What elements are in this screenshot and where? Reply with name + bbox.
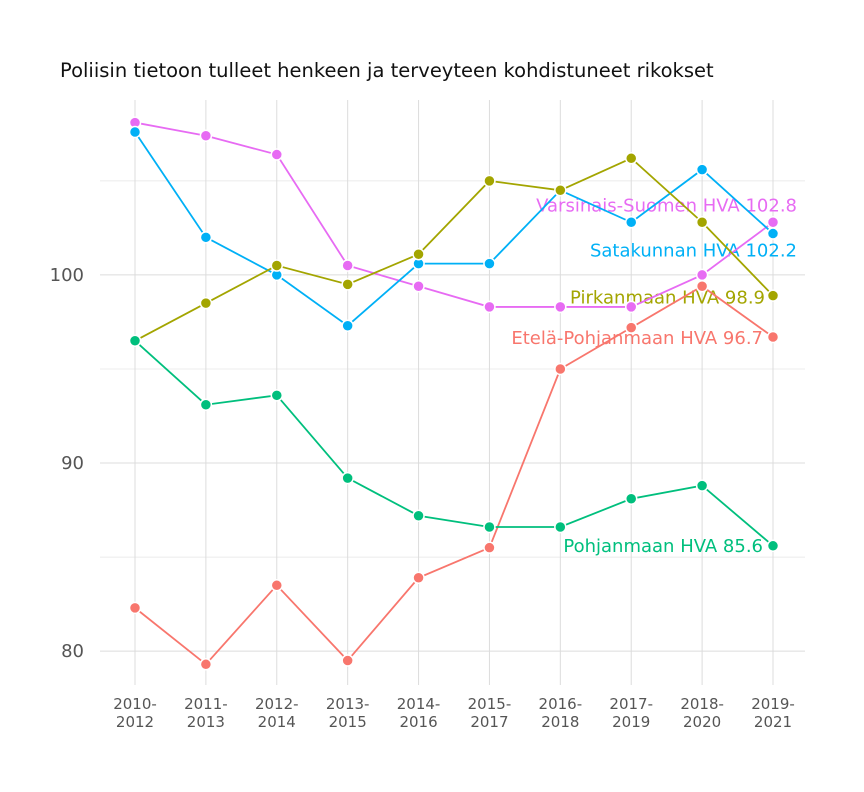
data-point [766,539,780,553]
x-tick-label: 2021 [754,713,792,731]
x-tick-label: 2013 [187,713,225,731]
x-tick-label: 2018 [541,713,579,731]
data-point [412,247,425,261]
data-point [766,216,780,229]
data-point [199,231,213,244]
end-label: Varsinais-Suomen HVA 102.8 [536,195,797,216]
data-point [554,520,567,534]
series-pohjanmaan-hva [128,334,780,553]
data-point [554,300,567,314]
data-point [624,152,638,165]
data-point [766,330,780,344]
y-axis: 80 90 100 [50,265,84,662]
data-point [270,579,284,592]
y-tick-label: 80 [61,641,84,662]
series-line [134,340,774,547]
series-etel-pohjanmaan-hva [128,279,780,671]
x-tick-label: 2016 [399,713,437,731]
data-point [624,321,638,334]
x-tick-label: 2019 [612,713,650,731]
chart-title: Poliisin tietoon tulleet henkeen ja terv… [60,59,714,82]
x-axis: 2010-2012 2011-2013 2012-2014 2013-2015 2014… [113,695,795,731]
data-point [341,319,354,332]
data-point [199,398,213,411]
x-tick-label: 2014 [258,713,296,731]
data-point [128,125,142,139]
data-point [341,278,354,291]
data-point [270,259,284,272]
data-point [412,571,425,585]
series-varsinais-suomen-hva [128,116,780,314]
series-line [134,121,774,308]
data-point [624,492,638,506]
x-tick-label: 2012 [116,713,154,731]
data-point [199,296,213,310]
series-line [134,157,774,342]
y-tick-label: 90 [61,453,84,474]
data-point [695,216,709,229]
data-point [483,174,496,188]
x-tick-label: 2017 [470,713,508,731]
series-line [134,131,774,327]
data-point [483,541,496,554]
end-label: Etelä-Pohjanmaan HVA 96.7 [511,328,763,349]
data-point [270,389,284,402]
end-label: Pirkanmaan HVA 98.9 [570,288,765,309]
grid [100,100,805,685]
x-tick-label: 2017- [609,695,653,713]
x-tick-label: 2011- [184,695,228,713]
data-point [341,654,354,667]
x-tick-label: 2013- [326,695,370,713]
data-point [199,658,213,671]
x-tick-label: 2015 [329,713,367,731]
series-line [134,285,774,666]
x-tick-label: 2010- [113,695,157,713]
data-point [341,471,354,485]
data-point [341,259,354,272]
x-tick-label: 2020 [683,713,721,731]
x-tick-label: 2019- [751,695,795,713]
data-point [412,509,425,522]
data-point [766,289,780,302]
data-point [695,279,709,293]
data-point [624,216,638,229]
end-labels: Varsinais-Suomen HVA 102.8 Satakunnan HVA… [511,195,797,557]
data-point [412,279,425,293]
data-point [695,268,709,282]
data-point [128,334,142,348]
data-point [483,520,496,534]
data-point [624,300,638,314]
x-tick-label: 2012- [255,695,299,713]
x-tick-label: 2015- [468,695,512,713]
series-lines [128,116,780,671]
end-label: Satakunnan HVA 102.2 [590,241,797,262]
y-tick-label: 100 [50,265,84,286]
data-point [199,129,213,142]
data-point [270,148,284,161]
x-tick-label: 2016- [539,695,583,713]
x-tick-label: 2014- [397,695,441,713]
data-point [483,257,496,270]
end-label: Pohjanmaan HVA 85.6 [563,536,763,557]
data-point [695,479,709,492]
data-point [554,184,567,197]
x-tick-label: 2018- [680,695,724,713]
data-point [695,163,709,176]
data-point [554,362,567,376]
data-point [766,227,780,240]
data-point [483,300,496,314]
data-point [128,601,142,615]
